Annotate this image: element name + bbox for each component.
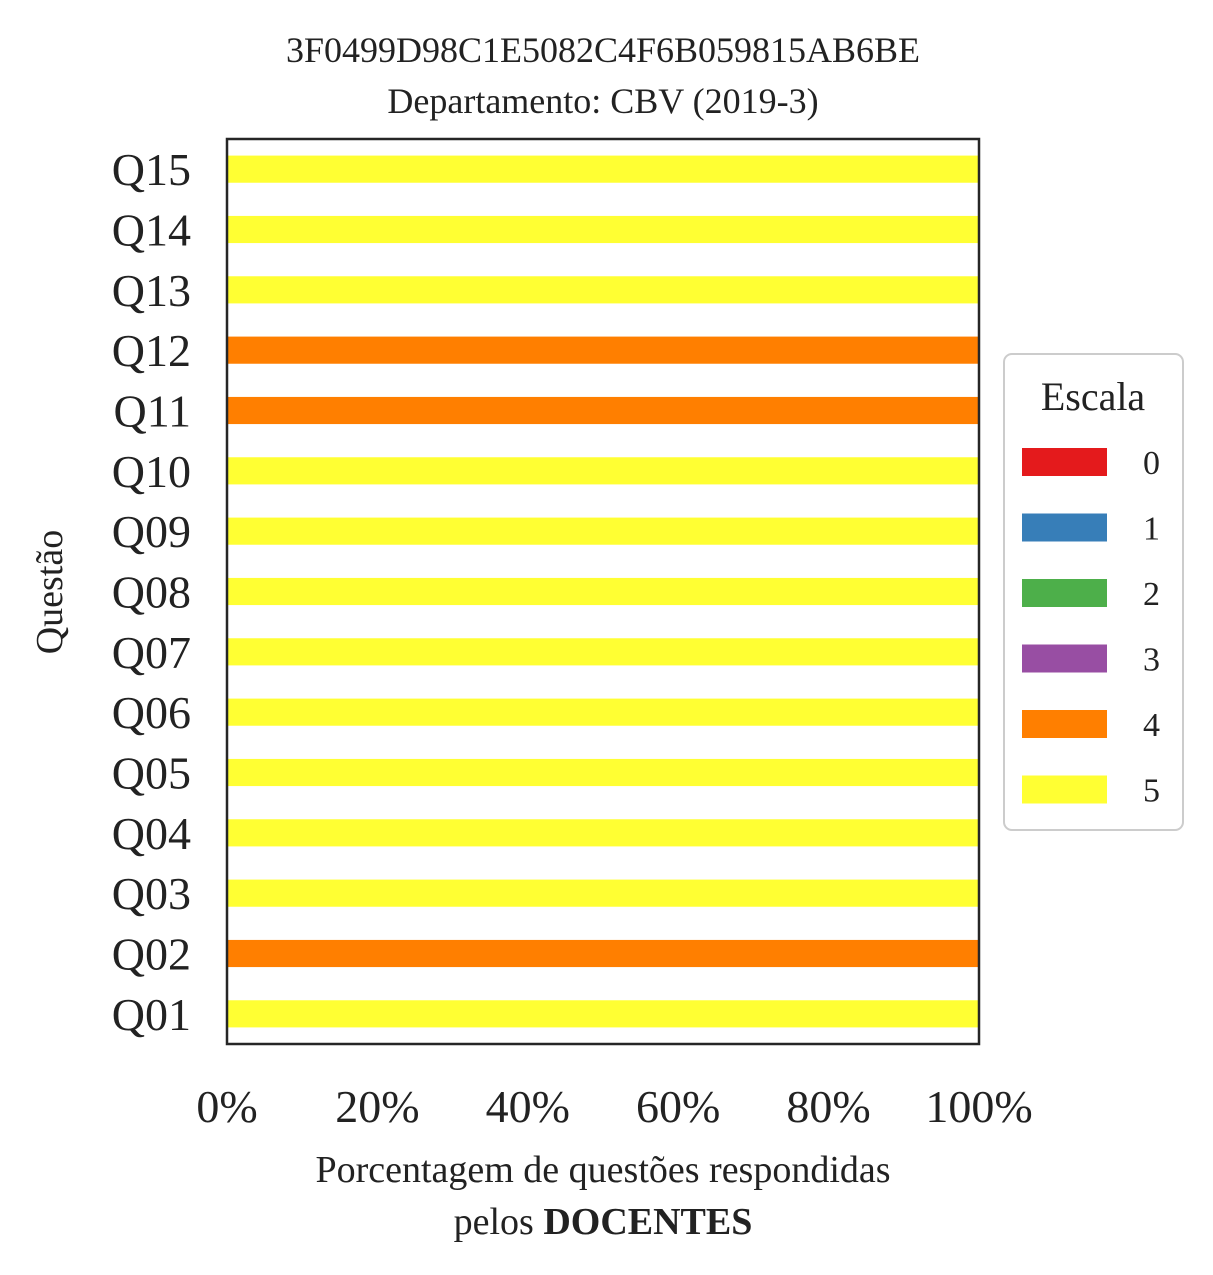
x-tick-20: 20% [335,1081,419,1132]
x-tick-100: 100% [925,1081,1032,1132]
legend-swatch-4 [1022,710,1107,738]
legend-swatch-1 [1022,513,1107,542]
bar-q07-escala-5 [227,638,979,666]
y-tick-q14: Q14 [112,205,191,256]
y-tick-q02: Q02 [112,929,191,980]
bar-q14-escala-5 [227,215,979,244]
y-tick-q04: Q04 [112,808,191,859]
y-tick-q12: Q12 [112,325,191,376]
x-tick-40: 40% [486,1081,570,1132]
legend-label-3: 3 [1143,642,1160,679]
x-tick-labels: 0% 20% 40% 60% 80% 100% [196,1081,1032,1132]
y-axis-label: Questão [29,530,71,655]
bar-q10-escala-5 [227,457,979,485]
bar-q08-escala-5 [227,577,979,606]
plot-frame [225,137,981,1046]
legend-label-4: 4 [1143,707,1160,744]
bars-layer [227,155,979,1028]
y-tick-q06: Q06 [112,687,191,738]
legend-swatch-5 [1022,775,1107,804]
legend-label-5: 5 [1143,773,1160,810]
x-axis-label-bold: DOCENTES [543,1201,752,1243]
bar-q12-escala-4 [227,336,979,364]
bar-q03-escala-5 [227,879,979,907]
legend-items: 0 1 2 3 4 5 [1022,445,1160,810]
legend-swatch-2 [1022,579,1107,607]
y-tick-q01: Q01 [112,989,191,1040]
legend-title: Escala [1041,374,1146,419]
bar-q15-escala-5 [227,155,979,183]
x-axis-label: Porcentagem de questões respondidas [315,1149,890,1191]
y-tick-labels: Q01 Q02 Q03 Q04 Q05 Q06 Q07 Q08 Q09 Q10 Q11 Q12 Q13 Q… [112,144,191,1040]
bar-q04-escala-5 [227,819,979,847]
bar-q01-escala-5 [227,1000,979,1028]
x-tick-60: 60% [636,1081,720,1132]
bar-q05-escala-5 [227,758,979,787]
y-tick-q03: Q03 [112,868,191,919]
legend-swatch-0 [1022,448,1107,476]
y-tick-q13: Q13 [112,265,191,316]
y-tick-q09: Q09 [112,506,191,557]
bar-q06-escala-5 [227,698,979,726]
x-axis-label-line2: pelos DOCENTES [454,1201,753,1243]
chart-subtitle: Departamento: CBV (2019-3) [387,81,818,121]
x-tick-80: 80% [786,1081,870,1132]
legend-swatch-3 [1022,644,1107,673]
x-axis-label-prefix: pelos [454,1201,544,1243]
legend-label-0: 0 [1143,445,1160,482]
bar-q02-escala-4 [227,939,979,968]
bar-q13-escala-5 [227,276,979,304]
chart-title: 3F0499D98C1E5082C4F6B059815AB6BE [286,30,920,70]
bar-q09-escala-5 [227,517,979,545]
legend-label-1: 1 [1143,511,1160,548]
legend: Escala 0 1 2 3 4 5 [1003,353,1184,831]
y-tick-q10: Q10 [112,446,191,497]
y-tick-q15: Q15 [112,144,191,195]
y-tick-q07: Q07 [112,627,191,678]
y-tick-q05: Q05 [112,748,191,799]
bar-q11-escala-4 [227,396,979,425]
legend-label-2: 2 [1143,576,1160,613]
y-tick-q08: Q08 [112,567,191,618]
x-tick-0: 0% [196,1081,257,1132]
y-tick-q11: Q11 [113,386,191,437]
